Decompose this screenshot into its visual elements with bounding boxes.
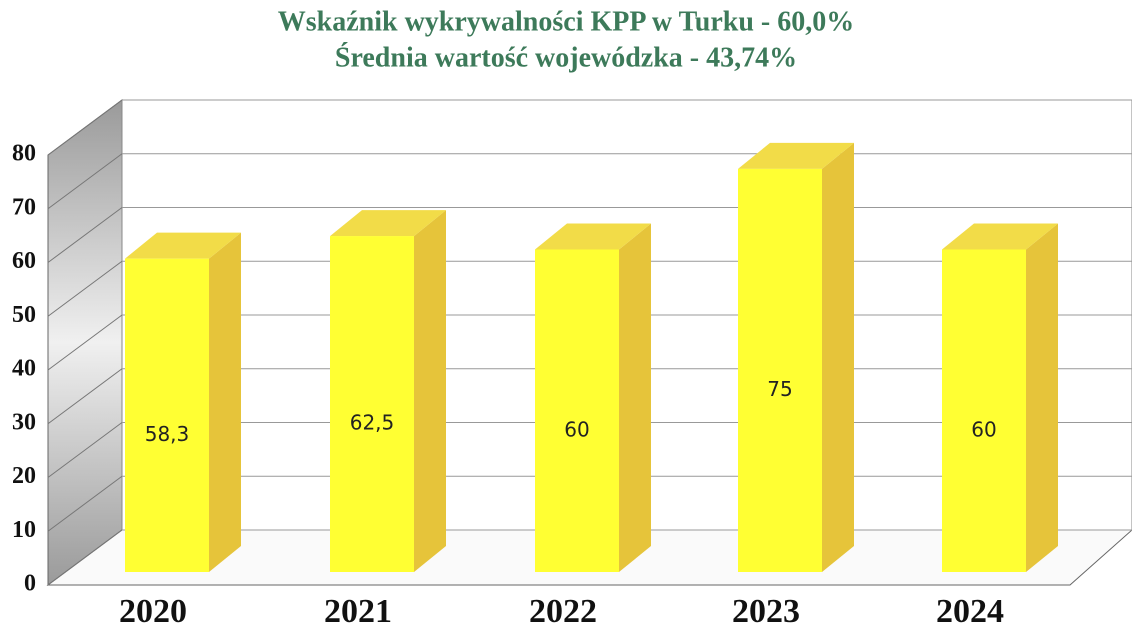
bar-top — [535, 223, 651, 250]
y-tick-label: 40 — [12, 356, 36, 382]
grid-line — [47, 529, 123, 586]
x-tick-label: 2023 — [732, 593, 800, 630]
bar-top — [942, 223, 1058, 250]
bar-top — [330, 210, 446, 237]
bar-side — [209, 232, 241, 572]
x-tick-label: 2021 — [324, 593, 392, 630]
y-tick-label: 70 — [12, 194, 36, 220]
value-label: 58,3 — [145, 422, 190, 446]
bar-top — [738, 142, 854, 169]
bar — [535, 249, 619, 572]
bar — [125, 258, 209, 572]
y-tick-label: 60 — [12, 248, 36, 274]
value-label: 60 — [564, 417, 589, 441]
grid-line — [47, 422, 123, 478]
y-tick-label: 0 — [24, 571, 36, 597]
grid-line — [47, 99, 123, 156]
grid-line — [47, 260, 123, 317]
value-label: 60 — [971, 417, 996, 441]
y-tick-label: 20 — [12, 463, 36, 489]
y-tick-label: 10 — [12, 517, 36, 543]
bar-side — [619, 223, 651, 572]
bar — [330, 236, 414, 572]
y-tick-label: 80 — [12, 141, 36, 167]
y-tick-label: 30 — [12, 409, 36, 435]
bar-side — [414, 210, 446, 572]
bar-side — [1026, 223, 1058, 572]
grid-line — [47, 475, 123, 532]
y-tick-label: 50 — [12, 302, 36, 328]
x-tick-label: 2024 — [936, 593, 1004, 630]
chart-subtitle: Średnia wartość wojewódzka - 43,74% — [335, 42, 797, 73]
grid-line — [47, 207, 123, 263]
bar-top — [125, 232, 241, 259]
value-label: 62,5 — [350, 411, 395, 435]
x-tick-label: 2020 — [119, 593, 187, 630]
grid-line — [47, 368, 123, 425]
bar — [738, 168, 822, 572]
x-tick-label: 2022 — [529, 593, 597, 630]
bar-side — [822, 142, 854, 572]
bar — [942, 249, 1026, 572]
chart-title: Wskaźnik wykrywalności KPP w Turku - 60,… — [278, 6, 854, 37]
value-label: 75 — [767, 377, 792, 401]
grid-line — [47, 314, 123, 371]
grid-line — [47, 153, 123, 210]
